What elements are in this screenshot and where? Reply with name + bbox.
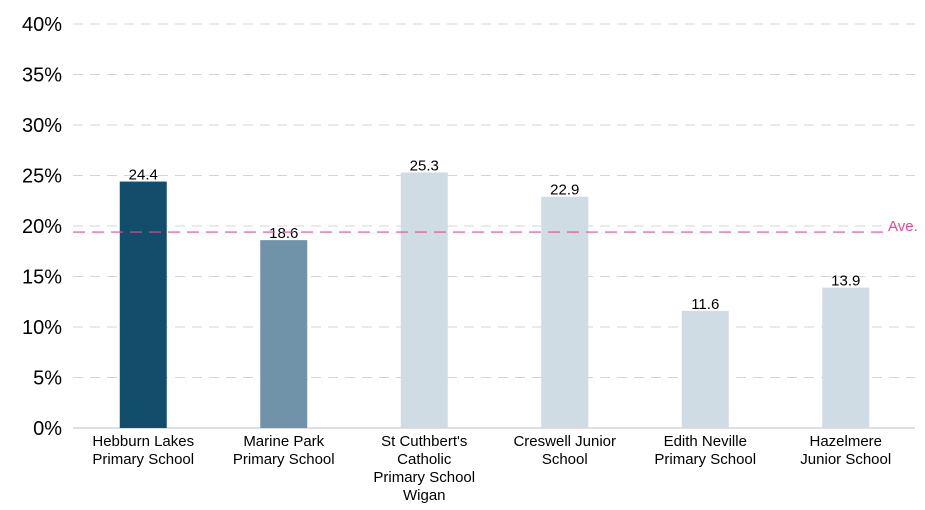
x-tick-label: Creswell Junior School	[513, 433, 616, 468]
bar	[822, 287, 870, 428]
average-line-group: Ave.	[73, 218, 918, 235]
data-label: 24.4	[129, 167, 158, 184]
bars	[119, 172, 870, 428]
average-label: Ave.	[888, 218, 918, 235]
data-label: 18.6	[269, 225, 298, 242]
y-tick-label: 40%	[22, 14, 62, 36]
gridlines	[73, 23, 915, 429]
bar	[400, 172, 448, 428]
y-tick-label: 35%	[22, 65, 62, 87]
category-labels: Hebburn Lakes Primary School Marine Park Pr…	[92, 433, 891, 504]
y-tick-label: 5%	[33, 368, 62, 390]
y-tick-label: 0%	[33, 418, 62, 440]
x-tick-label: Edith Neville Primary School	[654, 433, 756, 468]
bar	[260, 240, 308, 428]
y-tick-label: 30%	[22, 115, 62, 137]
data-label: 22.9	[550, 182, 579, 199]
data-labels: 24.4 18.6 25.3 22.9 11.6 13.9	[129, 157, 861, 312]
bar	[119, 181, 167, 428]
x-tick-label: St Cuthbert's Catholic Primary School Wigan	[373, 433, 475, 504]
bar	[681, 310, 729, 428]
data-label: 11.6	[691, 296, 719, 313]
x-tick-label: Marine Park Primary School	[233, 433, 335, 468]
y-axis: 0% 5% 10% 15% 20% 25% 30% 35% 40%	[22, 14, 62, 440]
y-tick-label: 20%	[22, 216, 62, 238]
y-tick-label: 15%	[22, 267, 62, 289]
y-tick-label: 10%	[22, 317, 62, 339]
x-tick-label: Hazelmere Junior School	[800, 433, 891, 468]
data-label: 13.9	[831, 273, 860, 290]
x-tick-label: Hebburn Lakes Primary School	[92, 433, 194, 468]
bar	[541, 196, 589, 428]
data-label: 25.3	[410, 157, 439, 174]
y-tick-label: 25%	[22, 166, 62, 188]
